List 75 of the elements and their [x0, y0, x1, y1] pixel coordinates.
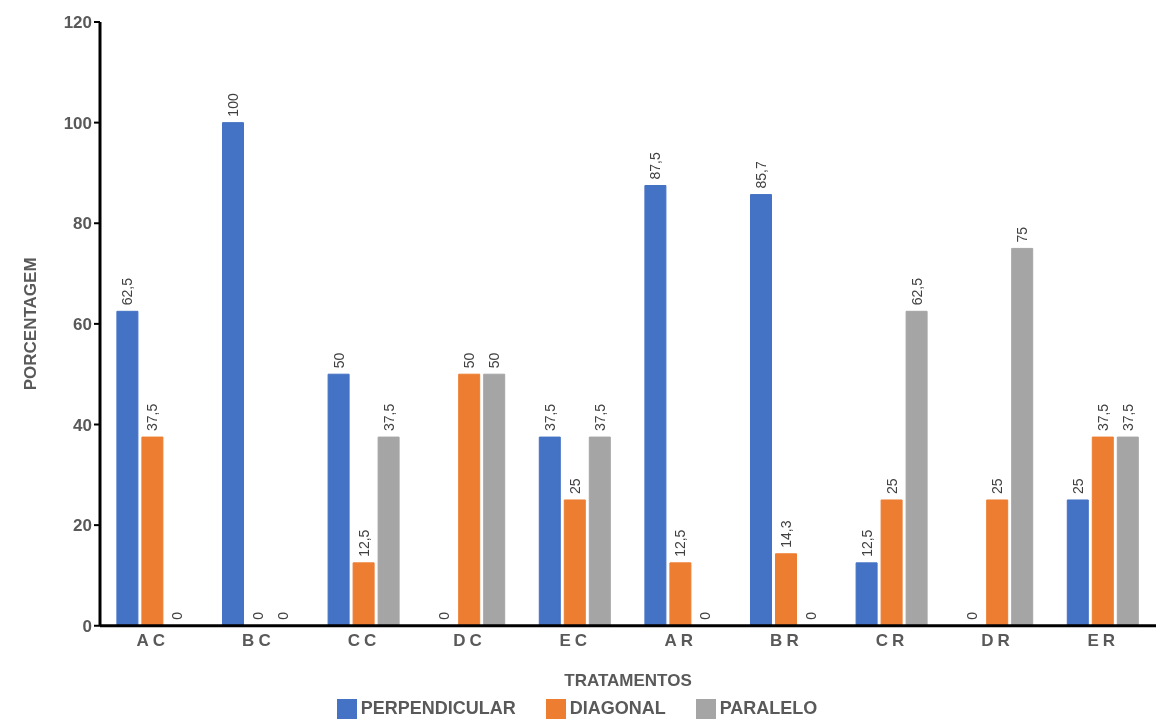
bar: [1066, 499, 1089, 626]
x-tick-label: AC: [136, 630, 170, 650]
data-label: 0: [697, 611, 714, 620]
legend-label: DIAGONAL: [569, 697, 666, 718]
x-tick-label: BC: [242, 630, 275, 650]
data-label: 12,5: [355, 529, 372, 557]
bar: [563, 499, 586, 626]
data-label: 12,5: [858, 529, 875, 557]
x-axis-title: TRATAMENTOS: [564, 670, 692, 690]
bar: [905, 310, 928, 626]
bar: [880, 499, 903, 626]
y-tick-label: 100: [63, 113, 92, 133]
bar: [222, 122, 244, 626]
bar: [986, 499, 1009, 626]
data-label: 50: [486, 352, 503, 369]
bar: [644, 185, 667, 626]
data-label: 12,5: [672, 529, 689, 557]
data-label: 37,5: [380, 403, 397, 432]
legend-label: PARALELO: [719, 697, 818, 718]
data-label: 0: [275, 611, 291, 620]
data-label: 0: [803, 611, 819, 620]
data-label: 100: [225, 93, 241, 117]
x-tick-label: CC: [347, 630, 381, 650]
data-label: 75: [1014, 226, 1031, 243]
data-label: 37,5: [541, 403, 558, 432]
data-label: 87,5: [647, 152, 664, 180]
bar: [855, 562, 878, 626]
bar: [483, 373, 506, 626]
data-label: 25: [566, 478, 583, 494]
bar: [141, 436, 164, 626]
data-label: 62,5: [119, 277, 136, 306]
y-tick-label: 60: [73, 314, 92, 334]
x-tick-label: ER: [1087, 630, 1120, 650]
bar: [377, 436, 400, 626]
x-tick-label: EC: [559, 630, 592, 650]
y-tick-label: 80: [73, 214, 92, 234]
data-label: 25: [989, 478, 1006, 494]
bar: [1091, 436, 1114, 626]
data-label: 50: [461, 352, 478, 369]
bar: [588, 436, 611, 626]
bar: [352, 562, 375, 626]
data-label: 85,7: [753, 161, 769, 189]
data-label: 50: [330, 352, 347, 369]
bar: [1116, 436, 1139, 626]
y-tick-label: 0: [82, 616, 92, 636]
bar: [538, 436, 561, 626]
data-label: 37,5: [1094, 403, 1111, 432]
bar: [750, 194, 772, 626]
y-axis-title: PORCENTAGEM: [21, 257, 41, 391]
data-label: 62,5: [908, 277, 925, 306]
x-tick-label: BR: [770, 630, 803, 650]
data-label: 37,5: [591, 403, 608, 432]
bar: [458, 373, 481, 626]
y-tick-label: 120: [63, 13, 92, 33]
bar: [669, 562, 692, 626]
bar: [327, 373, 350, 626]
data-label: 0: [436, 611, 453, 620]
x-tick-label: CR: [875, 630, 909, 650]
data-label: 0: [964, 611, 981, 620]
data-label: 25: [883, 478, 900, 494]
y-tick-label: 20: [73, 516, 92, 536]
data-label: 0: [169, 611, 186, 620]
bar: [116, 310, 139, 626]
data-label: 0: [250, 611, 266, 620]
data-label: 14,3: [778, 520, 794, 548]
x-tick-label: AR: [664, 630, 698, 650]
data-label: 37,5: [144, 403, 161, 432]
bar: [775, 553, 797, 626]
x-tick-label: DC: [453, 630, 486, 650]
data-label: 37,5: [1119, 403, 1136, 432]
data-label: 25: [1069, 478, 1086, 494]
y-tick-label: 40: [73, 415, 92, 435]
bar: [1011, 247, 1034, 626]
x-tick-label: DR: [981, 630, 1014, 650]
legend-label: PERPENDICULAR: [360, 697, 516, 718]
